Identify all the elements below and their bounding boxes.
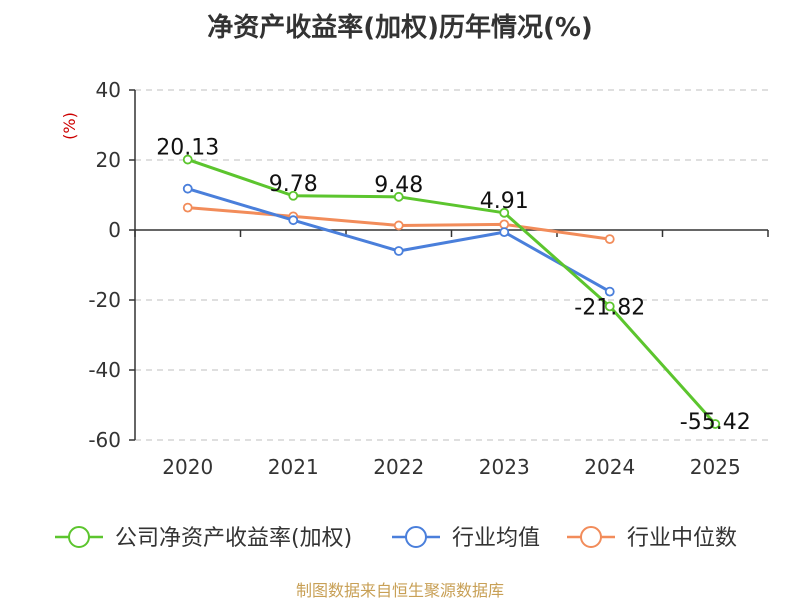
x-tick-label: 2023: [479, 455, 530, 479]
legend-item-2[interactable]: 行业中位数: [567, 526, 737, 551]
chart-title: 净资产收益率(加权)历年情况(%): [207, 12, 593, 43]
roe-history-chart: 净资产收益率(加权)历年情况(%) (%) 40 20 0 -20 -40 -60 2020…: [0, 0, 800, 600]
data-point[interactable]: [184, 204, 192, 212]
legend-marker: [581, 527, 601, 547]
y-tick-label: -40: [88, 358, 121, 382]
data-point[interactable]: [184, 185, 192, 193]
grid-lines: [135, 90, 768, 440]
x-tick-label: 2025: [690, 455, 741, 479]
data-point[interactable]: [395, 221, 403, 229]
series-line-1: [188, 189, 610, 292]
y-tick-label: -60: [88, 428, 121, 452]
x-tick-label: 2020: [162, 455, 213, 479]
data-label: 9.78: [269, 172, 318, 197]
y-tick-label: -20: [88, 288, 121, 312]
data-label: 9.48: [374, 173, 423, 198]
data-point[interactable]: [500, 228, 508, 236]
legend-marker: [406, 527, 426, 547]
data-point[interactable]: [500, 220, 508, 228]
data-label: -55.42: [680, 410, 751, 435]
legend-label: 公司净资产收益率(加权): [115, 526, 352, 551]
legend-item-1[interactable]: 行业均值: [392, 526, 540, 551]
series-lines: [184, 156, 720, 428]
x-tick-label: 2024: [584, 455, 635, 479]
data-label: 20.13: [156, 136, 219, 161]
x-tick-label: 2022: [373, 455, 424, 479]
data-point[interactable]: [606, 235, 614, 243]
data-point[interactable]: [289, 216, 297, 224]
data-point[interactable]: [395, 247, 403, 255]
legend-marker: [69, 527, 89, 547]
legend-label: 行业均值: [452, 526, 540, 551]
data-label: -21.82: [574, 295, 645, 320]
y-tick-label: 0: [108, 218, 121, 242]
y-axis-label: (%): [60, 112, 79, 140]
x-tick-label: 2021: [268, 455, 319, 479]
legend-label: 行业中位数: [627, 526, 737, 551]
data-label: 4.91: [480, 189, 529, 214]
y-tick-label: 40: [96, 78, 121, 102]
legend[interactable]: 公司净资产收益率(加权) 行业均值 行业中位数: [55, 526, 737, 551]
footer-source: 制图数据来自恒生聚源数据库: [296, 581, 504, 600]
legend-item-0[interactable]: 公司净资产收益率(加权): [55, 526, 352, 551]
series-line-0: [188, 160, 716, 424]
y-tick-label: 20: [96, 148, 121, 172]
